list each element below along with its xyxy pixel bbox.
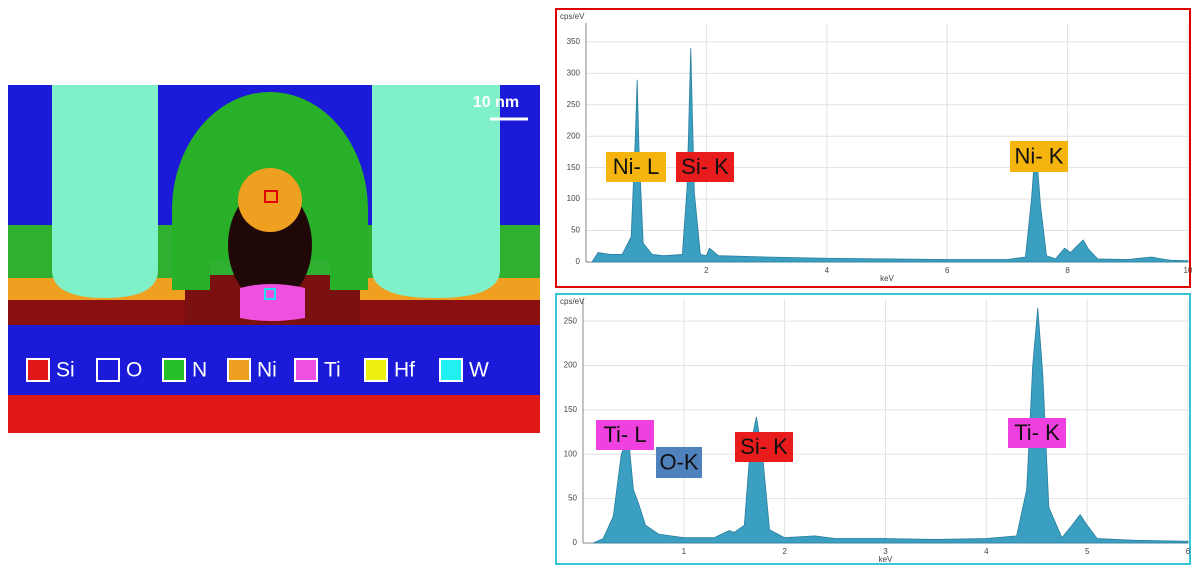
- y-tick-label: 350: [567, 37, 581, 46]
- x-tick-label: 10: [1184, 266, 1192, 275]
- annotation-box: [676, 152, 734, 182]
- y-tick-label: 50: [571, 226, 580, 235]
- eds-map: 10 nm: [8, 85, 540, 433]
- x-axis-label: keV: [880, 274, 894, 283]
- annotation-box: [1008, 418, 1066, 448]
- panel-border: [555, 293, 1191, 565]
- x-tick-label: 2: [782, 547, 787, 556]
- y-tick-label: 150: [564, 405, 578, 414]
- annotation-label: Si- K: [740, 434, 788, 459]
- x-axis-label: keV: [879, 555, 893, 564]
- y-tick-label: 100: [564, 449, 578, 458]
- y-tick-label: 200: [564, 361, 578, 370]
- annotation-box: [735, 432, 793, 462]
- y-tick-label: 300: [567, 68, 581, 77]
- y-tick-label: 200: [567, 131, 581, 140]
- legend-label: Si: [56, 359, 75, 382]
- y-tick-label: 50: [568, 494, 577, 503]
- annotation-box: [1010, 141, 1068, 172]
- y-tick-label: 0: [576, 257, 581, 266]
- map-legend: Si O N Ni Ti Hf W: [26, 358, 489, 382]
- legend-label: Hf: [394, 359, 415, 382]
- annotation-label: Ti- L: [603, 422, 646, 447]
- annotation-label: Si- K: [681, 154, 729, 179]
- spectrum-area: [592, 307, 1189, 544]
- y-tick-label: 100: [567, 194, 581, 203]
- legend-swatch: [162, 358, 186, 382]
- x-tick-label: 4: [984, 547, 989, 556]
- panel-border: [555, 8, 1191, 288]
- annotation-label: Ni- L: [613, 154, 659, 179]
- y-axis-label: cps/eV: [560, 297, 585, 306]
- y-tick-label: 250: [567, 100, 581, 109]
- annotation-box: [606, 152, 666, 182]
- x-tick-label: 4: [825, 266, 830, 275]
- y-tick-label: 0: [573, 538, 578, 547]
- legend-label: N: [192, 359, 207, 382]
- legend-label: W: [469, 359, 489, 382]
- annotation-label: Ti- K: [1014, 420, 1060, 445]
- annotation-label: O-K: [659, 449, 698, 474]
- y-tick-label: 250: [564, 316, 578, 325]
- legend-swatch: [96, 358, 120, 382]
- scale-bar-label: 10 nm: [473, 94, 519, 111]
- x-tick-label: 3: [883, 547, 888, 556]
- x-tick-label: 1: [682, 547, 687, 556]
- legend-swatch: [26, 358, 50, 382]
- x-tick-label: 8: [1065, 266, 1070, 275]
- x-tick-label: 6: [1186, 547, 1191, 556]
- y-tick-label: 150: [567, 163, 581, 172]
- x-tick-label: 2: [704, 266, 709, 275]
- annotation-box: [596, 420, 654, 450]
- x-tick-label: 5: [1085, 547, 1090, 556]
- legend-swatch: [227, 358, 251, 382]
- legend-swatch: [294, 358, 318, 382]
- annotation-box: [656, 447, 702, 478]
- legend-label: O: [126, 359, 142, 382]
- legend-swatch: [364, 358, 388, 382]
- legend-label: Ni: [257, 359, 277, 382]
- annotation-label: Ni- K: [1015, 143, 1064, 168]
- spectrum-area: [591, 48, 1189, 263]
- y-axis-label: cps/eV: [560, 12, 585, 21]
- legend-label: Ti: [324, 359, 341, 382]
- legend-swatch: [439, 358, 463, 382]
- x-tick-label: 6: [945, 266, 950, 275]
